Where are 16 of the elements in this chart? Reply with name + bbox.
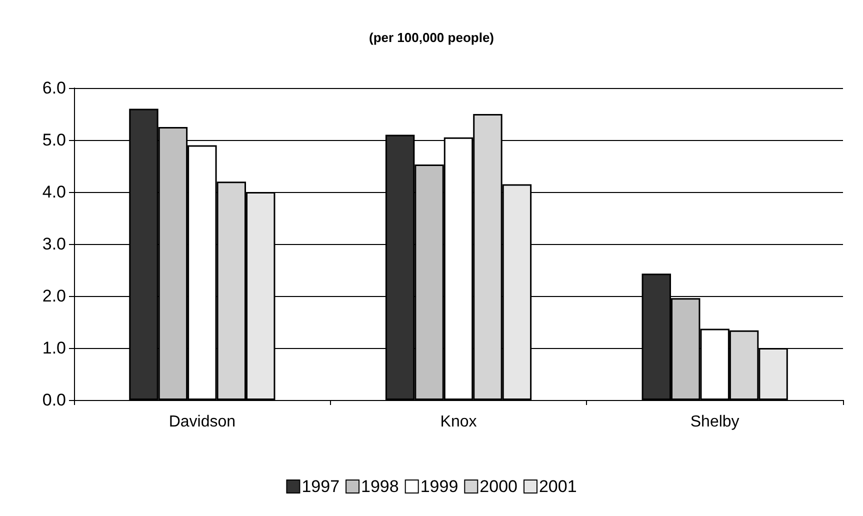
legend-label: 1997: [302, 477, 340, 496]
legend-label: 1998: [361, 477, 399, 496]
legend-label: 2001: [538, 477, 577, 496]
legend-label: 1999: [420, 477, 458, 496]
x-tick-label: Davidson: [168, 414, 236, 430]
y-tick-label: 5.0: [42, 130, 66, 150]
y-tick-label: 0.0: [42, 390, 66, 410]
x-tick-label: Knox: [440, 414, 477, 430]
y-tick-label: 4.0: [42, 182, 66, 202]
y-tick-label: 6.0: [42, 78, 66, 98]
legend-label: 2000: [480, 477, 518, 496]
y-tick-label: 3.0: [42, 234, 66, 254]
y-tick-label: 2.0: [42, 286, 66, 306]
y-tick-label: 1.0: [42, 338, 66, 358]
chart-title: (per 100,000 people): [369, 30, 494, 45]
x-tick-label: Shelby: [690, 414, 740, 430]
